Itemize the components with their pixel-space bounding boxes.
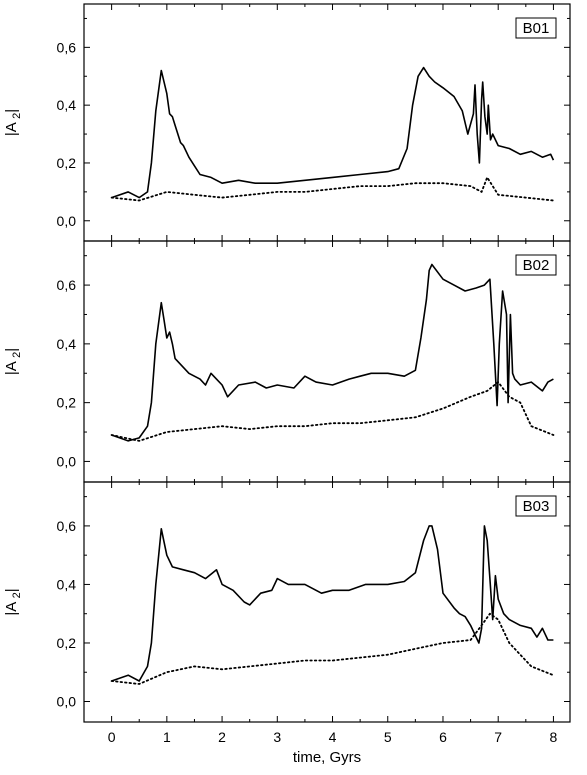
y-axis-label-subscript: 2 (11, 352, 23, 358)
series-line-solid (111, 525, 554, 682)
y-tick-label: 0,2 (57, 395, 77, 411)
series-line-solid (111, 66, 555, 199)
y-tick-label: 0,6 (57, 39, 77, 55)
x-tick-label: 7 (494, 729, 502, 745)
panel-label: B01 (523, 20, 550, 37)
panel-b01: |A 2| 0,0 0,2 0,4 0,6 B01 (3, 3, 571, 242)
y-axis-label-main: |A (3, 122, 20, 136)
y-axis-label-main: |A (3, 361, 20, 375)
series-line-dotted (110, 381, 555, 442)
y-axis-label-subscript: 2 (11, 592, 23, 598)
x-tick-label: 6 (439, 729, 447, 745)
x-tick-label: 3 (273, 729, 281, 745)
y-tick-label: 0,0 (57, 213, 77, 229)
y-tick-label: 0,2 (57, 155, 77, 171)
y-tick-label: 0,4 (57, 336, 77, 352)
x-tick-label: 2 (218, 729, 226, 745)
y-tick-label: 0,4 (57, 97, 77, 113)
panel-b02: |A 2| 0,0 0,2 0,4 0,6 B02 (3, 240, 571, 483)
y-tick-label: 0,0 (57, 453, 77, 469)
panel-label: B03 (523, 498, 550, 515)
y-axis-label: |A 2| (3, 348, 23, 375)
y-axis-label-close: | (3, 348, 20, 352)
y-tick-label: 0,4 (57, 576, 77, 592)
x-tick-label: 4 (329, 729, 337, 745)
y-axis-label-close: | (3, 588, 20, 592)
y-axis-label-close: | (3, 109, 20, 113)
panel-label-box (515, 254, 557, 276)
series-line-solid (111, 263, 554, 442)
series-line-dotted (110, 612, 555, 685)
y-axis-label-main: |A (3, 602, 20, 616)
panel-frame (83, 481, 571, 723)
x-tick-label: 5 (384, 729, 392, 745)
y-tick-label: 0,6 (57, 518, 77, 534)
x-tick-label: 1 (163, 729, 171, 745)
y-tick-label: 0,0 (57, 694, 77, 710)
y-axis-label: |A 2| (3, 588, 23, 615)
y-tick-label: 0,6 (57, 277, 77, 293)
panel-label: B02 (523, 257, 550, 274)
x-axis-label: time, Gyrs (293, 749, 361, 766)
panel-label-box (515, 495, 557, 517)
y-axis-label-subscript: 2 (11, 113, 23, 119)
y-tick-label: 0,2 (57, 635, 77, 651)
x-tick-label: 0 (108, 729, 116, 745)
panel-label-box (515, 17, 557, 39)
x-tick-label: 8 (550, 729, 558, 745)
y-axis-label: |A 2| (3, 109, 23, 136)
